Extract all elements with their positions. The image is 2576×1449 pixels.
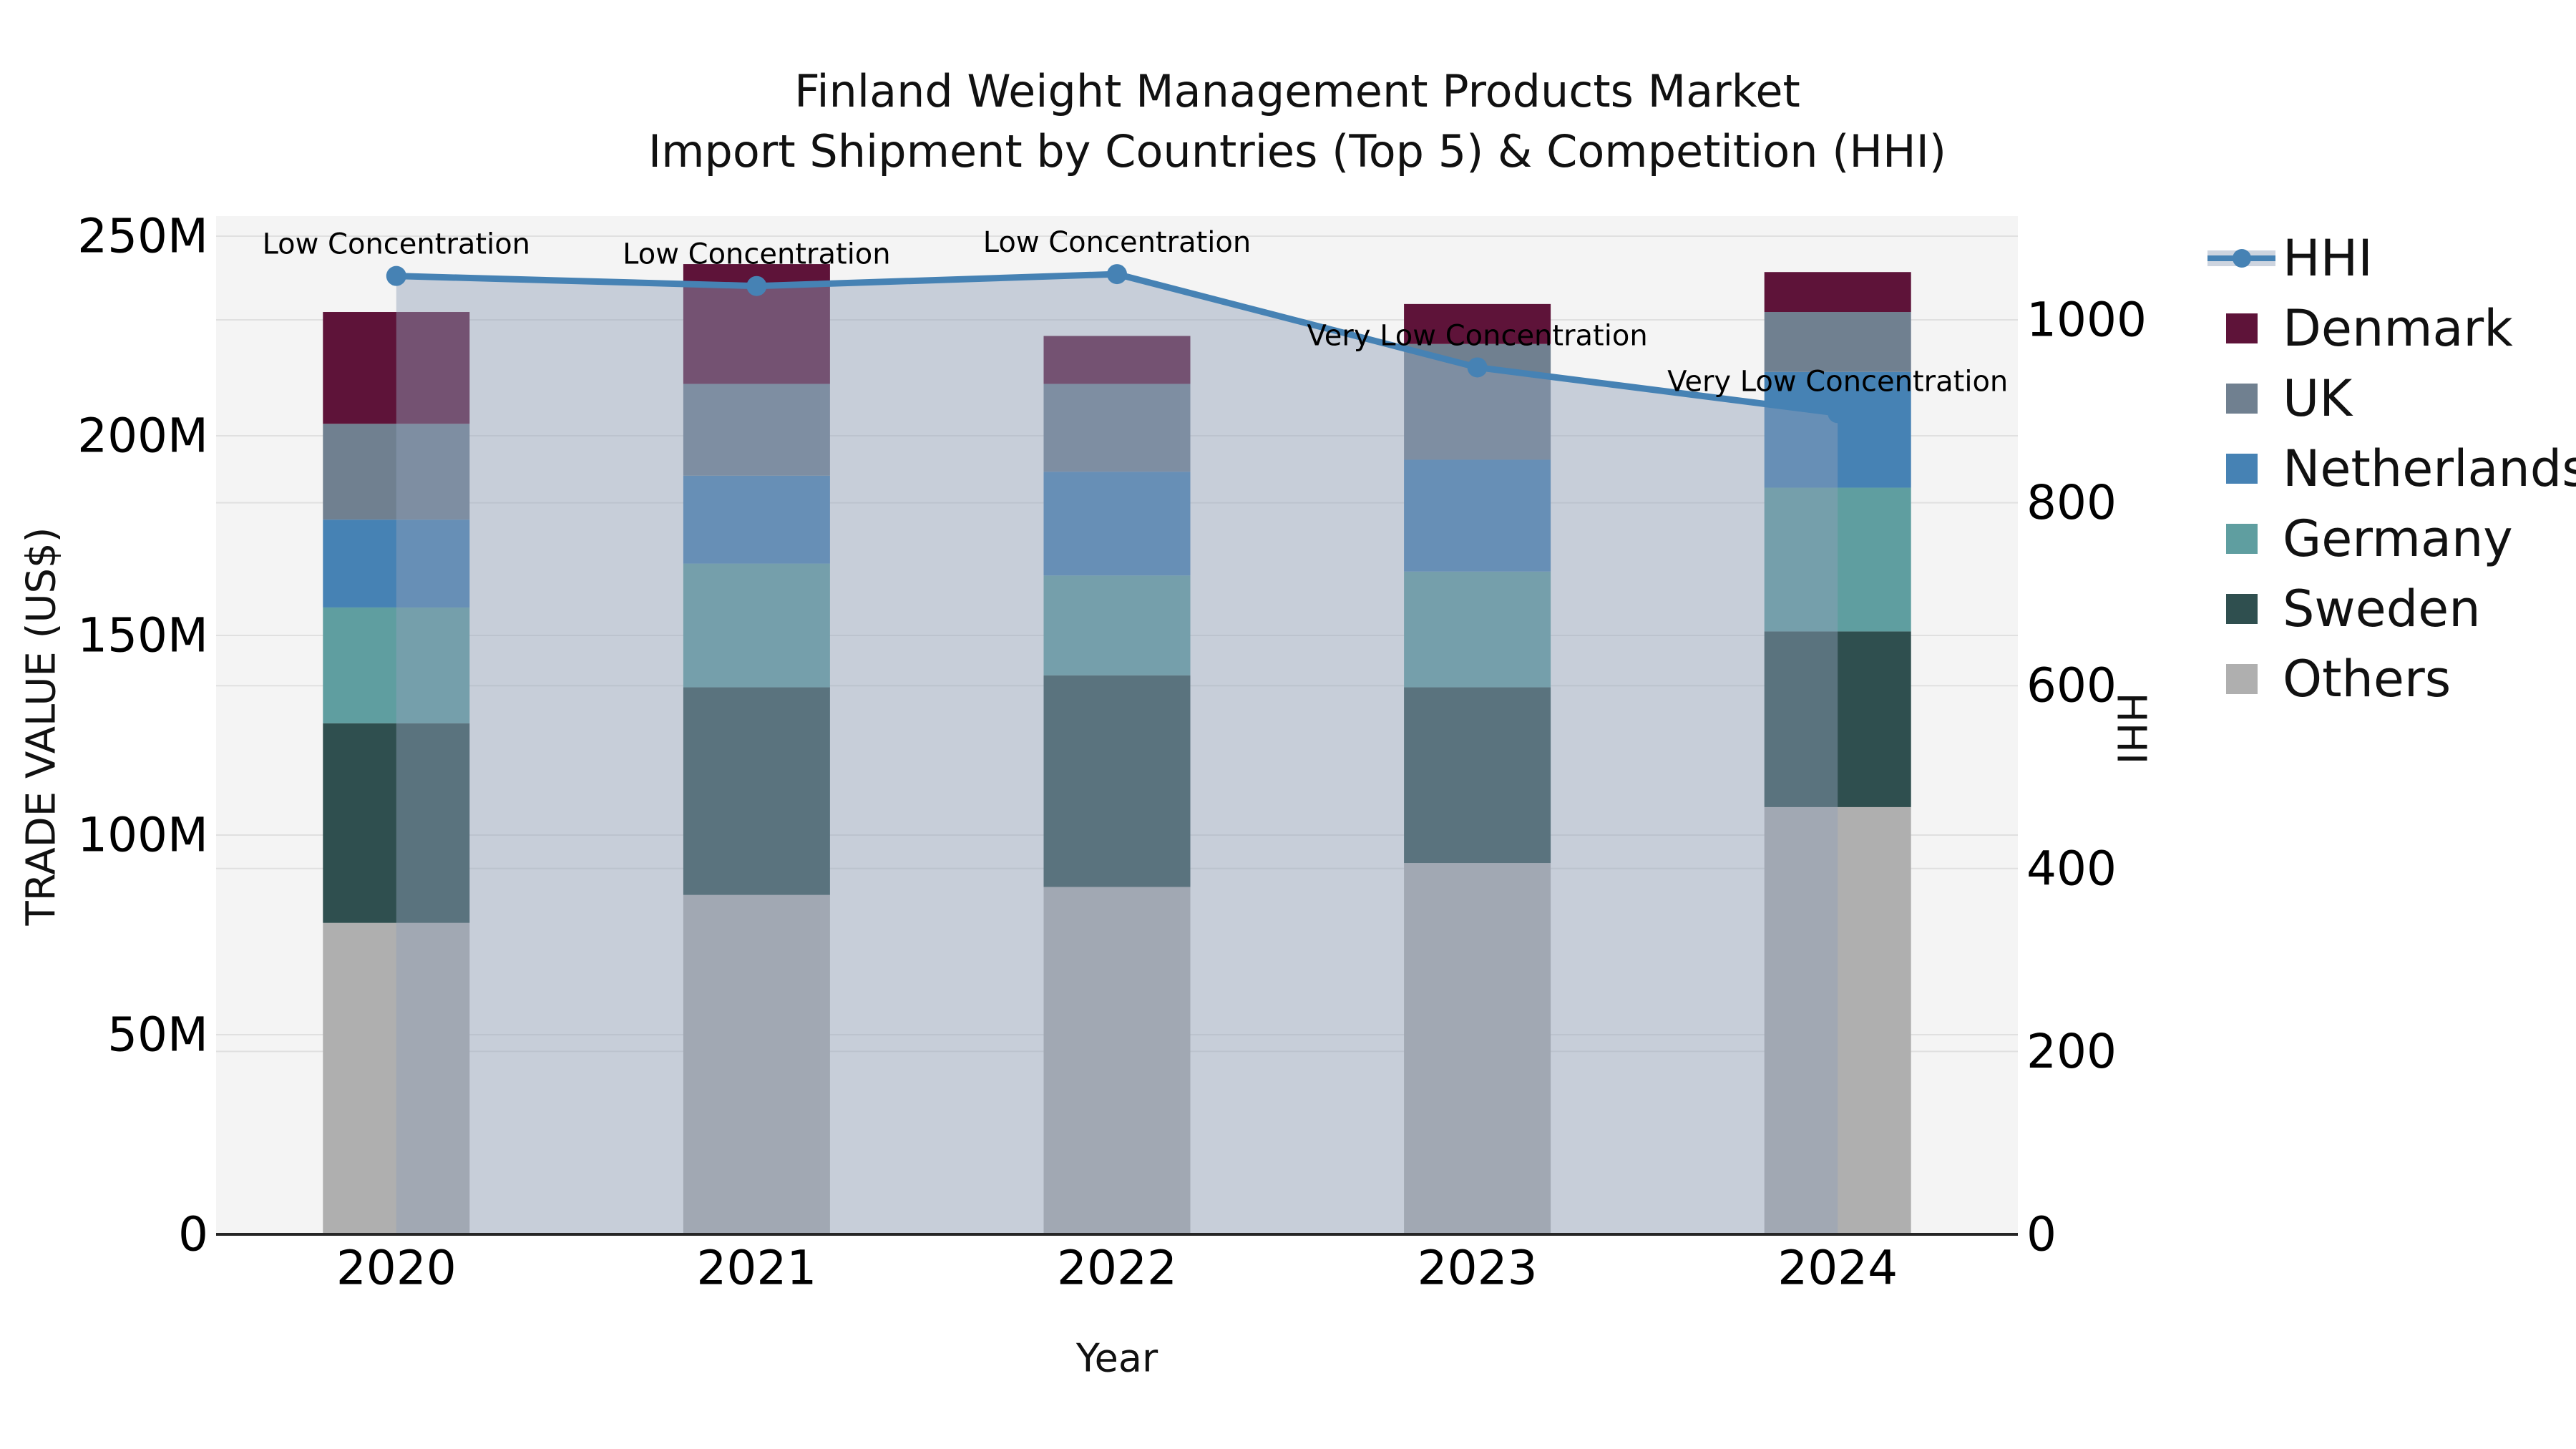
uk-swatch-icon [2226,384,2258,414]
y-right-tick-200: 200 [2026,1024,2117,1079]
germany-swatch-icon [2226,524,2258,554]
bar-segment-germany-2022 [1043,575,1191,675]
legend-item-uk: UK [2207,364,2576,434]
denmark-swatch-icon [2226,313,2258,343]
bar-segment-others-2024 [1764,806,1911,1234]
bar-segment-uk-2020 [323,424,470,520]
bar-segment-netherlands-2020 [323,519,470,608]
bar-segment-sweden-2024 [1764,631,1911,807]
bar-segment-others-2023 [1404,863,1551,1234]
bar-segment-others-2022 [1043,887,1191,1234]
legend-item-others: Others [2207,644,2576,714]
x-tick-2022: 2022 [1057,1241,1177,1296]
legend: HHI Denmark UK Netherlands Germany Swede… [2207,223,2576,714]
y-right-tick-600: 600 [2026,658,2117,713]
bar-segment-netherlands-2021 [683,475,830,564]
bar-segment-netherlands-2024 [1764,371,1911,488]
y-right-tick-1000: 1000 [2026,293,2147,348]
legend-label-denmark: Denmark [2283,299,2513,358]
legend-label-germany: Germany [2283,509,2513,568]
x-tick-2020: 2020 [336,1241,457,1296]
bar-segment-germany-2024 [1764,487,1911,632]
y-axis-label-left: TRADE VALUE (US$) [18,527,65,926]
hhi-line-sample-icon [2207,249,2283,268]
x-tick-2024: 2024 [1777,1241,1898,1296]
y-left-tick-250M: 250M [77,209,208,264]
bar-segment-netherlands-2022 [1043,472,1191,576]
annotation-2021: Low Concentration [623,238,890,271]
bar-segment-sweden-2022 [1043,675,1191,887]
legend-label-uk: UK [2283,369,2353,428]
y-right-tick-0: 0 [2026,1207,2057,1262]
bar-segment-germany-2023 [1404,571,1551,688]
legend-label-sweden: Sweden [2283,580,2481,638]
annotation-2022: Low Concentration [983,226,1251,259]
bar-segment-denmark-2023 [1404,303,1551,344]
y-left-tick-150M: 150M [77,608,208,663]
hhi-area-fill [396,274,1838,1235]
hhi-marker-2023 [1467,357,1488,378]
chart-title-line2: Import Shipment by Countries (Top 5) & C… [648,125,1947,177]
bar-segment-denmark-2022 [1043,336,1191,384]
annotation-2020: Low Concentration [263,228,530,261]
y-left-tick-200M: 200M [77,409,208,464]
bar-segment-others-2020 [323,922,470,1234]
hhi-marker-2022 [1107,264,1127,285]
y-axis-label-right: HHI [2107,692,2155,765]
legend-item-germany: Germany [2207,504,2576,574]
chart-title: Finland Weight Management Products Marke… [9,62,2576,182]
netherlands-swatch-icon [2226,454,2258,484]
legend-item-hhi: HHI [2207,223,2576,293]
legend-item-denmark: Denmark [2207,293,2576,364]
others-swatch-icon [2226,664,2258,694]
bar-segment-sweden-2023 [1404,687,1551,864]
bar-segment-sweden-2021 [683,687,830,895]
bar-segment-germany-2020 [323,607,470,723]
y-left-tick-0: 0 [178,1207,208,1262]
bar-segment-sweden-2020 [323,723,470,923]
bar-segment-others-2021 [683,894,830,1234]
hhi-marker-2020 [386,265,406,286]
bar-segment-uk-2022 [1043,384,1191,472]
legend-item-sweden: Sweden [2207,574,2576,644]
y-left-tick-50M: 50M [107,1008,208,1063]
sweden-swatch-icon [2226,594,2258,624]
legend-label-hhi: HHI [2283,229,2373,288]
hhi-marker-2024 [1828,403,1848,424]
legend-label-others: Others [2283,650,2451,708]
annotation-2024: Very Low Concentration [1667,365,2008,398]
bar-segment-uk-2024 [1764,312,1911,372]
legend-item-netherlands: Netherlands [2207,434,2576,504]
y-right-tick-800: 800 [2026,475,2117,530]
chart-title-line1: Finland Weight Management Products Marke… [794,65,1800,117]
bar-segment-uk-2021 [683,384,830,476]
y-left-tick-100M: 100M [77,808,208,863]
bar-segment-germany-2021 [683,563,830,688]
hhi-marker-2021 [746,275,767,296]
x-tick-2023: 2023 [1418,1241,1538,1296]
x-axis-label: Year [1075,1335,1158,1381]
x-tick-2021: 2021 [696,1241,816,1296]
bar-segment-denmark-2020 [323,312,470,424]
bar-segment-denmark-2024 [1764,272,1911,313]
annotation-2023: Very Low Concentration [1307,319,1648,352]
y-right-tick-400: 400 [2026,841,2117,896]
legend-label-netherlands: Netherlands [2283,439,2576,498]
bar-segment-netherlands-2023 [1404,459,1551,572]
